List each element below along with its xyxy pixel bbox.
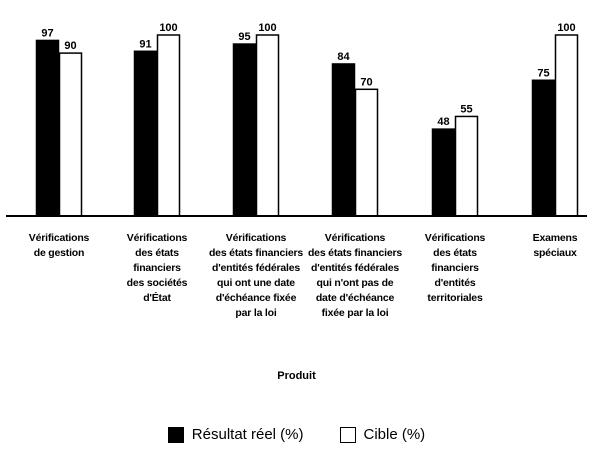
legend-label-target: Cible (%) xyxy=(363,426,426,443)
category-label-5: Examens spéciaux xyxy=(500,231,593,261)
category-label-line: financiers xyxy=(133,262,181,274)
category-label-line: Vérifications xyxy=(28,232,90,244)
bar-chart: 97 90 91 100 95 100 84 70 48 55 75 100 xyxy=(6,22,587,217)
bar-actual-5 xyxy=(531,79,556,217)
data-label-target-5: 100 xyxy=(557,22,575,34)
bar-target-4 xyxy=(454,115,479,217)
category-label-4: Vérifications des états financiers d'entité… xyxy=(400,231,510,306)
legend: Résultat réel (%) Cible (%) xyxy=(0,426,593,443)
bar-actual-1 xyxy=(133,50,158,217)
bar-target-2 xyxy=(255,34,280,217)
category-label-line: d'État xyxy=(143,292,171,304)
legend-swatch-target xyxy=(339,426,356,443)
legend-swatch-actual xyxy=(167,426,184,443)
category-label-line: Vérifications xyxy=(225,232,287,244)
data-label-actual-4: 48 xyxy=(437,116,449,128)
category-label-line: Examens xyxy=(532,232,578,244)
category-label-line: des états financiers xyxy=(307,247,403,259)
category-label-1: Vérifications des états financiers des soci… xyxy=(102,231,212,306)
bar-actual-3 xyxy=(331,63,356,217)
legend-label-actual: Résultat réel (%) xyxy=(191,426,304,443)
bar-actual-2 xyxy=(232,43,257,217)
data-label-target-2: 100 xyxy=(258,22,276,34)
category-label-line: des sociétés xyxy=(126,277,188,289)
category-label-line: des états xyxy=(433,247,477,259)
category-label-line: Vérifications xyxy=(126,232,188,244)
legend-item-actual: Résultat réel (%) xyxy=(167,426,304,443)
data-label-actual-5: 75 xyxy=(537,67,549,79)
data-label-actual-2: 95 xyxy=(238,31,250,43)
category-label-line: financiers xyxy=(431,262,479,274)
bar-actual-4 xyxy=(431,128,456,217)
category-label-line: territoriales xyxy=(427,292,483,304)
category-label-line: d'entités fédérales xyxy=(311,262,399,274)
category-label-line: d'entités xyxy=(434,277,476,289)
data-label-actual-0: 97 xyxy=(41,27,53,39)
bar-target-5 xyxy=(554,34,579,217)
category-label-0: Vérifications de gestion xyxy=(4,231,114,261)
category-label-line: des états financiers xyxy=(208,247,304,259)
bar-actual-0 xyxy=(35,39,60,217)
bar-target-0 xyxy=(58,52,83,217)
category-label-line: d'échéance fixée xyxy=(215,292,297,304)
category-label-3: Vérifications des états financiers d'entit… xyxy=(300,231,410,321)
category-label-line: de gestion xyxy=(33,247,85,259)
bar-target-1 xyxy=(156,34,181,217)
category-label-line: fixée par la loi xyxy=(321,307,389,319)
category-label-line: date d'échéance xyxy=(315,292,395,304)
bar-target-3 xyxy=(354,88,379,217)
x-axis-title: Produit xyxy=(277,370,316,382)
category-label-line: des états xyxy=(135,247,179,259)
data-label-target-4: 55 xyxy=(460,103,472,115)
data-label-target-0: 90 xyxy=(64,40,76,52)
category-label-2: Vérifications des états financiers d'entit… xyxy=(201,231,311,321)
legend-item-target: Cible (%) xyxy=(339,426,426,443)
category-label-line: qui ont une date xyxy=(217,277,295,289)
category-label-line: Vérifications xyxy=(324,232,386,244)
data-label-target-1: 100 xyxy=(159,22,177,34)
data-label-actual-1: 91 xyxy=(139,38,151,50)
category-label-line: par la loi xyxy=(235,307,277,319)
data-label-target-3: 70 xyxy=(360,76,372,88)
data-label-actual-3: 84 xyxy=(337,51,350,63)
category-label-line: spéciaux xyxy=(533,247,577,259)
category-label-line: Vérifications xyxy=(424,232,486,244)
category-label-line: d'entités fédérales xyxy=(212,262,300,274)
category-label-line: qui n'ont pas de xyxy=(316,277,394,289)
